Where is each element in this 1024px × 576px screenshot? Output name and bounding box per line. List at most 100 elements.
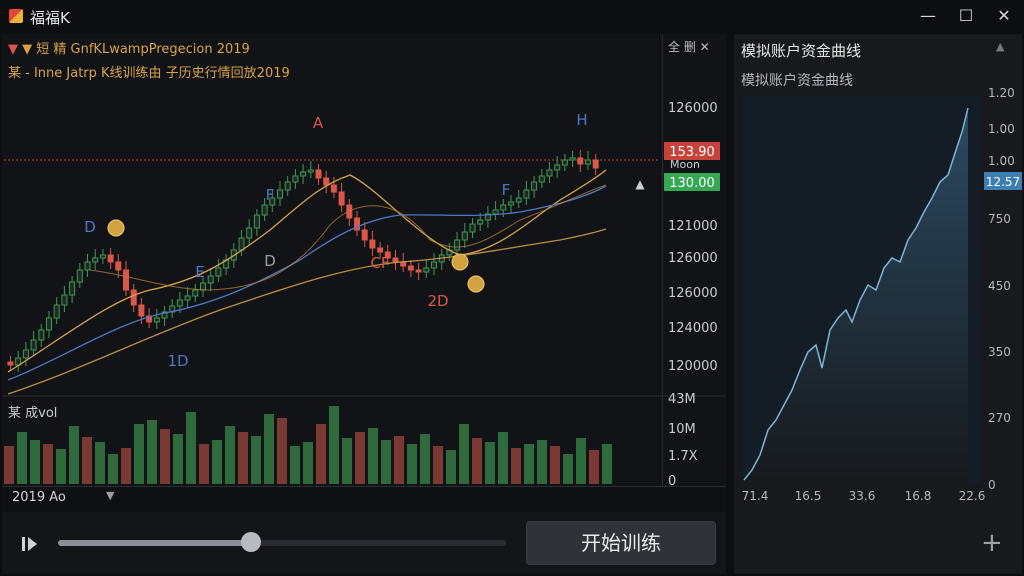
- equity-value-text: 12.57: [986, 175, 1020, 189]
- candle: [354, 217, 360, 231]
- candle: [531, 181, 538, 191]
- wave-label: D: [264, 252, 276, 270]
- volume-bar: [95, 442, 105, 484]
- volume-bar: [82, 437, 92, 484]
- volume-bar: [511, 448, 521, 484]
- volume-bar: [303, 442, 313, 484]
- start-training-button[interactable]: 开始训练: [526, 521, 716, 565]
- volume-bar: [342, 438, 352, 484]
- add-icon[interactable]: +: [981, 528, 1003, 558]
- equity-y-tick: 1.00: [988, 154, 1015, 168]
- volume-bar: [134, 424, 144, 484]
- moving-average-line: [7, 228, 607, 395]
- chevron-down-icon[interactable]: ▼: [106, 489, 115, 502]
- candle: [454, 239, 461, 251]
- wave-label: 2D: [427, 292, 448, 310]
- volume-bar: [589, 450, 599, 484]
- candle: [261, 204, 268, 216]
- chart-legend-line1: ▼ ▼ 短 精 GnfKLwampPregecion 2019: [8, 38, 250, 57]
- period-label[interactable]: 2019 Ao: [12, 490, 66, 505]
- volume-bar: [368, 428, 378, 484]
- window-title: 福福K: [30, 9, 70, 27]
- candle: [30, 339, 37, 351]
- candle: [377, 247, 384, 253]
- candle: [315, 169, 322, 179]
- volume-tick-label: 0: [668, 474, 676, 489]
- candle: [592, 159, 599, 169]
- candle: [192, 289, 199, 297]
- candle: [431, 261, 437, 269]
- candle: [146, 315, 153, 323]
- signal-coin-icon: [467, 275, 485, 293]
- equity-x-tick: 33.6: [849, 489, 876, 503]
- candle: [384, 251, 391, 259]
- candle: [84, 261, 91, 271]
- equity-x-tick: 16.5: [795, 489, 822, 503]
- price-tag-sub: Moon: [670, 158, 700, 171]
- candle: [123, 269, 129, 291]
- candle: [99, 254, 106, 259]
- play-pause-icon[interactable]: [20, 534, 40, 554]
- volume-bar: [563, 454, 573, 484]
- candle: [569, 157, 576, 161]
- price-tick-label: 126000: [668, 101, 718, 116]
- wave-label: H: [576, 111, 587, 129]
- collapse-icon[interactable]: ▲: [996, 40, 1005, 53]
- candle: [215, 267, 222, 277]
- price-tick-label: 124000: [668, 321, 718, 336]
- signal-coin-icon: [107, 219, 125, 237]
- equity-x-tick: 16.8: [905, 489, 932, 503]
- candle: [515, 197, 522, 203]
- price-tick-label: 126000: [668, 251, 718, 266]
- candle: [484, 213, 491, 221]
- volume-bar: [277, 418, 287, 484]
- candle: [330, 184, 337, 193]
- close-button[interactable]: ✕: [997, 6, 1011, 25]
- minimize-button[interactable]: —: [920, 6, 936, 25]
- volume-bar: [43, 444, 53, 484]
- volume-bar: [173, 434, 183, 484]
- equity-panel-title: 模拟账户资金曲线: [741, 42, 862, 60]
- chart-legend-line2: 某 - Inne Jatrp K线训练由 子历史行情回放2019: [8, 62, 290, 81]
- equity-y-tick: 750: [988, 212, 1011, 226]
- crosshair-icon: ▲: [635, 177, 645, 191]
- kline-chart-panel[interactable]: [2, 34, 726, 510]
- candle: [546, 169, 553, 177]
- volume-bar: [524, 444, 534, 484]
- candle: [508, 201, 514, 206]
- candle: [253, 214, 260, 229]
- volume-bar: [394, 436, 404, 484]
- equity-area: [744, 108, 968, 484]
- volume-bar: [17, 432, 27, 484]
- candle: [107, 254, 114, 263]
- title-bar: 福福K — ☐ ✕: [0, 0, 1024, 32]
- candle: [92, 257, 99, 263]
- equity-line: [743, 107, 969, 481]
- wave-label: D: [84, 218, 96, 236]
- volume-label: 某 成vol: [8, 406, 57, 421]
- chart-tools[interactable]: 全 删 ✕: [668, 40, 710, 54]
- progress-slider[interactable]: [58, 540, 506, 546]
- candle: [554, 164, 561, 171]
- volume-bar: [550, 446, 560, 484]
- volume-bar: [329, 406, 339, 484]
- candle: [207, 275, 214, 284]
- price-axis: [662, 34, 727, 510]
- maximize-button[interactable]: ☐: [958, 6, 974, 25]
- equity-y-tick: 0: [988, 478, 996, 492]
- progress-thumb[interactable]: [240, 532, 261, 552]
- wave-label: E: [195, 263, 204, 281]
- equity-y-tick: 1.00: [988, 122, 1015, 136]
- volume-bar: [446, 450, 456, 484]
- candle: [38, 329, 45, 341]
- volume-bar: [576, 438, 586, 484]
- volume-bar: [459, 424, 469, 484]
- volume-bar: [407, 444, 417, 484]
- volume-bar: [56, 449, 66, 484]
- candle: [361, 229, 368, 241]
- volume-bar: [147, 420, 157, 484]
- volume-bar: [160, 429, 170, 484]
- volume-bar: [225, 426, 235, 484]
